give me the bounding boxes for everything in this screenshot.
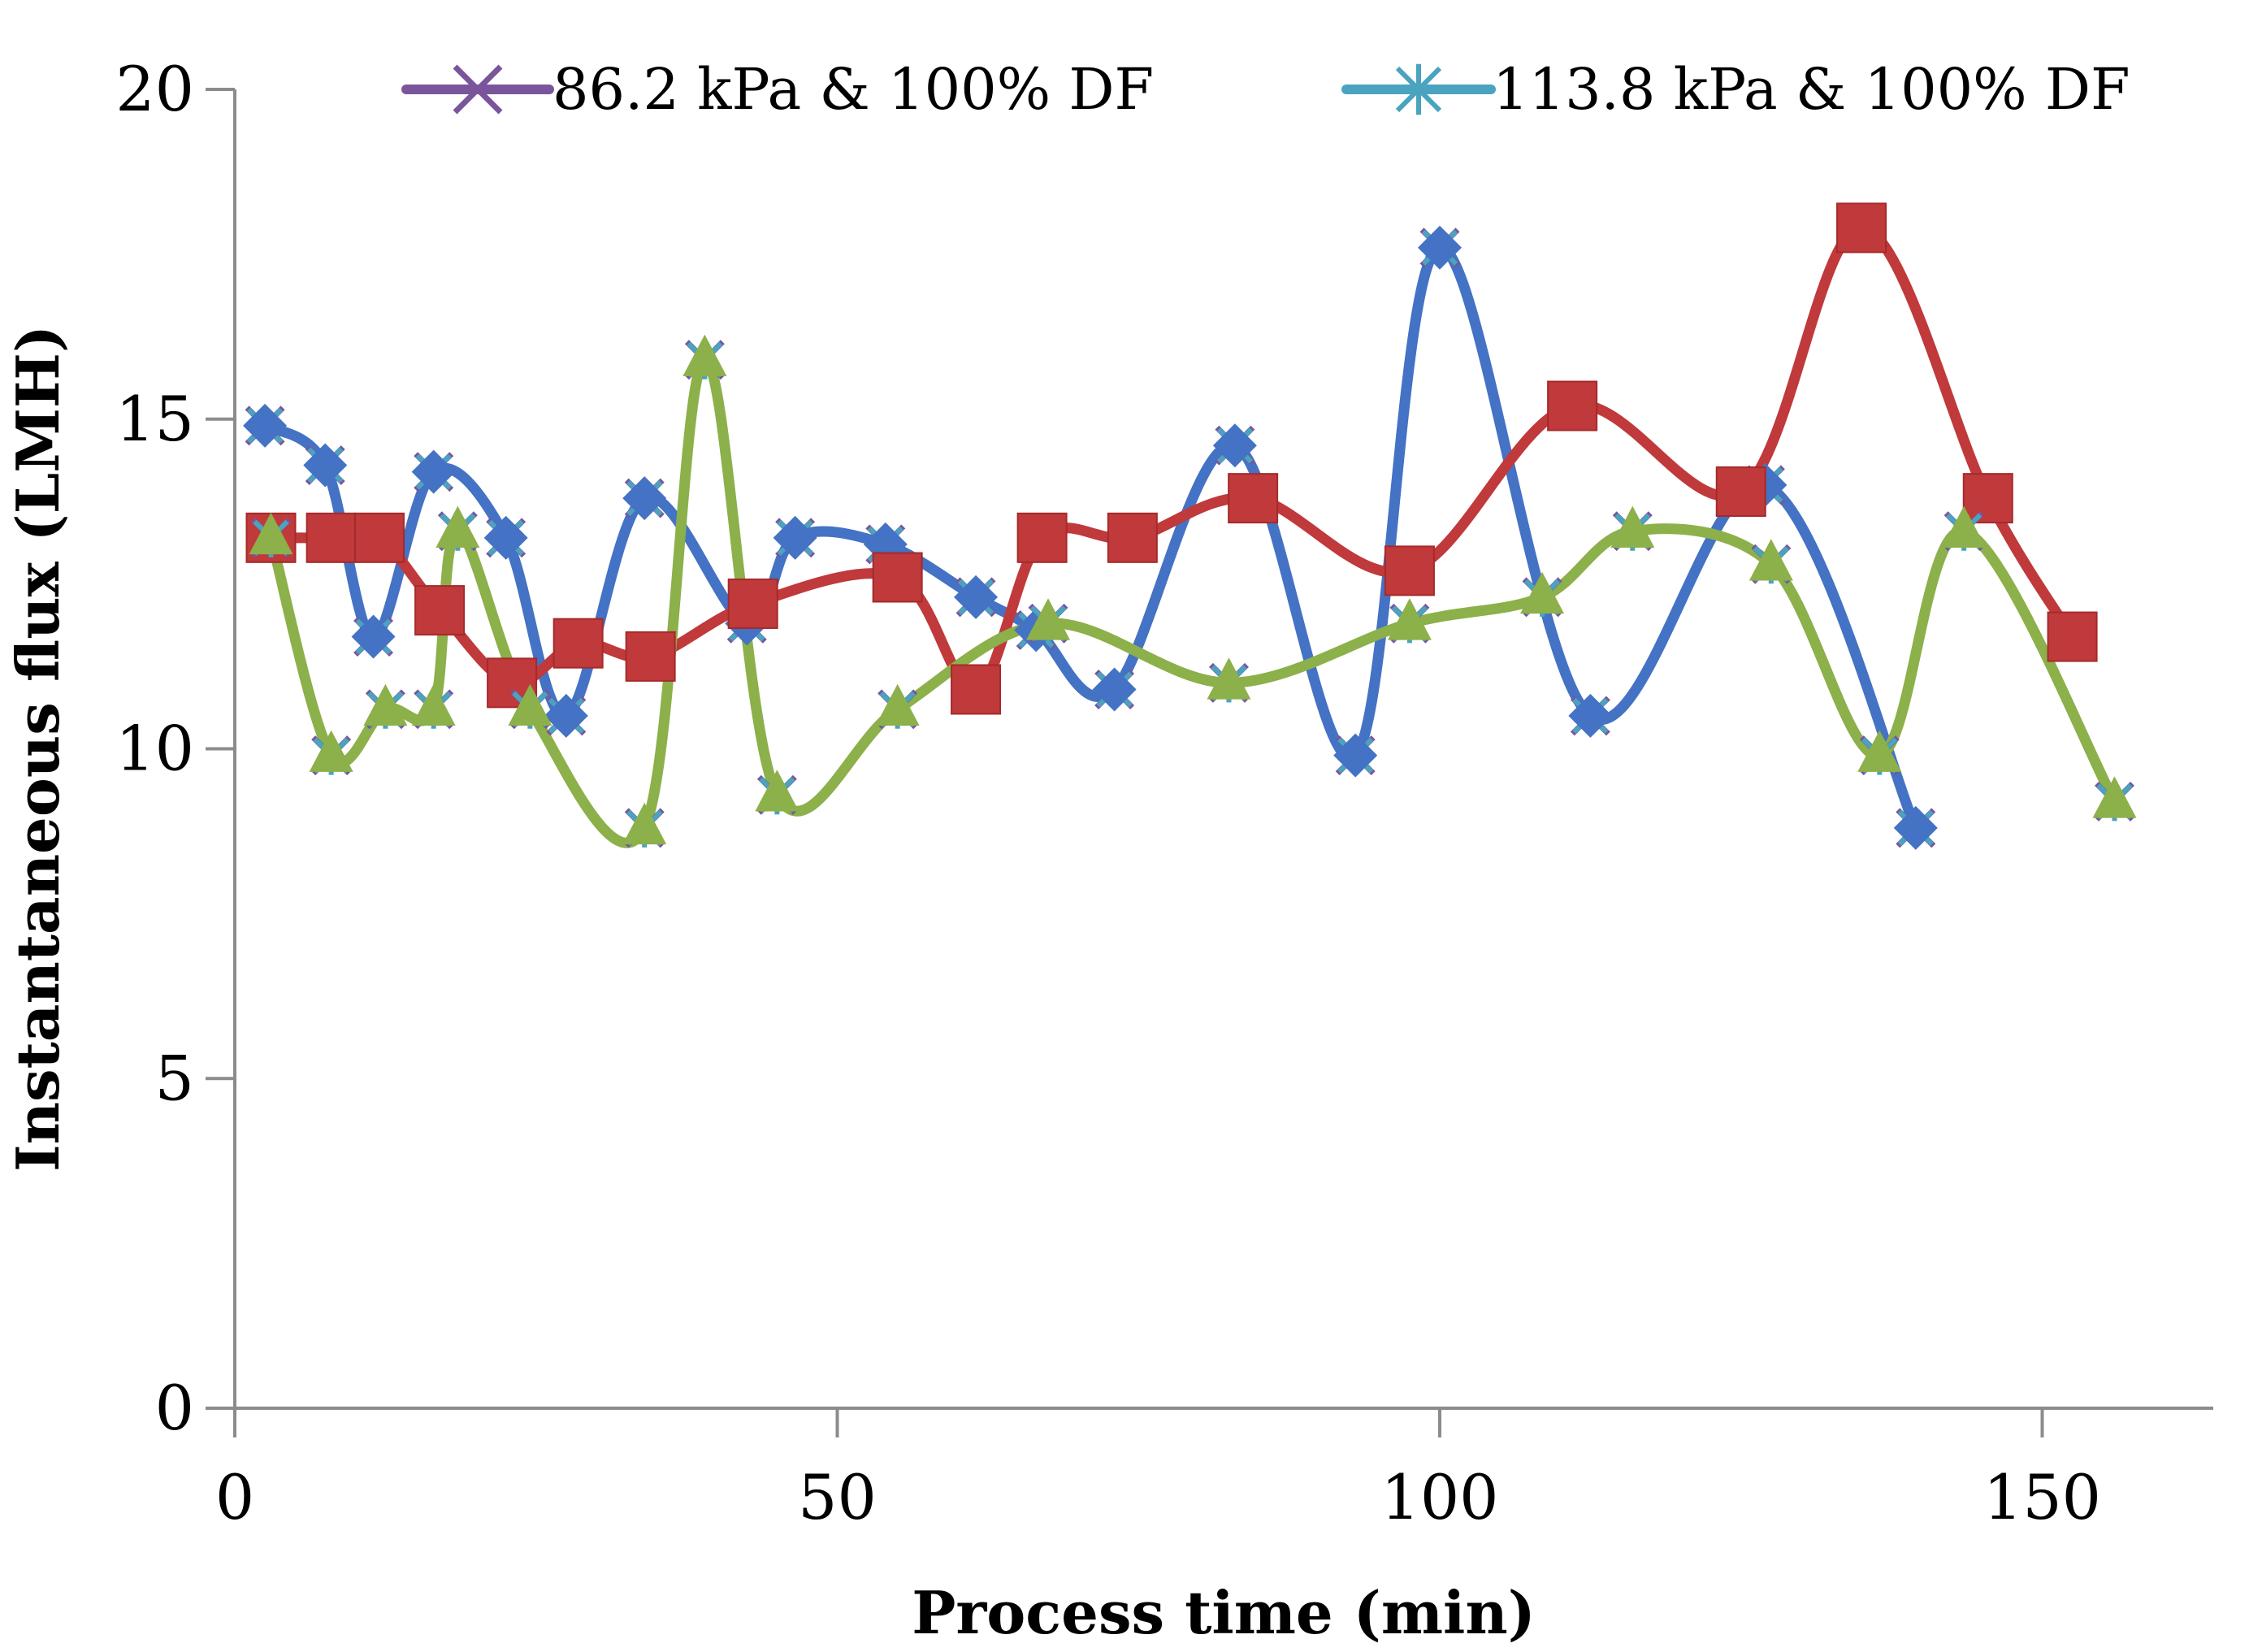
x-tick-label: 0 — [215, 1461, 254, 1533]
series-blue-point — [1568, 693, 1613, 738]
series-green-point — [755, 770, 800, 812]
series-red-point — [353, 512, 405, 563]
series-green-point — [411, 683, 456, 726]
y-tick-label: 15 — [115, 383, 194, 455]
series-green-point — [622, 802, 667, 845]
series-red-point — [1715, 466, 1766, 518]
series-green-point — [1857, 730, 1902, 772]
series-red-point — [2047, 611, 2098, 662]
legend-entry-2: 113.8 kPa & 100% DF — [1341, 56, 2130, 123]
series-green-point — [1610, 505, 1655, 548]
series-blue-point — [351, 614, 396, 659]
series-green-point — [875, 683, 920, 726]
x-ticks: 0 50 100 150 — [215, 1408, 2101, 1533]
legend-x-icon — [453, 64, 503, 115]
series-blue-point — [243, 403, 288, 448]
marker-layer — [243, 202, 2137, 850]
legend-label-2: 113.8 kPa & 100% DF — [1493, 56, 2130, 123]
series-red-point — [872, 552, 923, 603]
series-green-point — [1387, 598, 1432, 640]
series-green-point — [436, 505, 480, 548]
series-blue-point — [1212, 423, 1257, 468]
legend-entry-1: 86.2 kPa & 100% DF — [401, 56, 1154, 123]
series-blue-point — [954, 575, 999, 619]
series-red-point — [1962, 473, 2013, 524]
series-red-point — [625, 631, 676, 682]
series-red-point — [414, 585, 466, 636]
series-red-point — [727, 578, 778, 629]
series-red-point — [1384, 545, 1435, 596]
y-axis-title: Instantaneous flux (LMH) — [3, 325, 72, 1172]
series-blue-point — [483, 515, 528, 560]
x-tick-label: 150 — [1983, 1461, 2101, 1533]
series-green-point — [682, 334, 727, 376]
y-tick-label: 10 — [115, 713, 194, 785]
series-red-point — [306, 512, 357, 563]
x-tick-label: 50 — [798, 1461, 877, 1533]
series-green-point — [1748, 539, 1793, 581]
series-layer — [259, 222, 2120, 848]
x-tick-label: 100 — [1380, 1461, 1498, 1533]
series-green-point — [1207, 657, 1251, 700]
y-tick-label: 5 — [155, 1042, 194, 1114]
legend-star-icon — [1395, 63, 1442, 115]
series-green-point — [1942, 505, 1987, 548]
series-green-point — [2092, 776, 2137, 818]
series-red-point — [1107, 512, 1158, 563]
series-green-point — [1026, 598, 1071, 640]
legend-marker-2 — [1395, 63, 1442, 115]
legend-label-1: 86.2 kPa & 100% DF — [552, 56, 1154, 123]
series-red-point — [1228, 473, 1279, 524]
series-blue-point — [622, 476, 667, 521]
x-axis-title: Process time (min) — [912, 1578, 1536, 1647]
legend-marker-1 — [453, 64, 503, 115]
series-green-point — [1520, 571, 1565, 614]
series-blue-point — [1092, 667, 1137, 712]
axes — [233, 89, 2213, 1410]
series-blue-point — [1418, 225, 1462, 270]
series-red-point — [1836, 202, 1887, 254]
series-blue-point — [303, 443, 348, 488]
series-red-point — [1547, 380, 1598, 431]
series-red-point — [552, 618, 604, 669]
series-blue-point — [1893, 805, 1938, 850]
y-tick-label: 0 — [155, 1372, 194, 1444]
series-blue-point — [1333, 733, 1378, 778]
y-tick-label: 20 — [115, 53, 194, 125]
series-green-point — [508, 683, 552, 726]
series-blue-point — [544, 693, 588, 738]
series-green-point — [309, 730, 353, 772]
legend: 86.2 kPa & 100% DF 113.8 kPa & 100% DF — [401, 56, 2130, 123]
series-red-point — [1016, 512, 1068, 563]
series-blue-point — [773, 515, 817, 560]
series-green-point — [363, 683, 408, 726]
y-ticks: 0 5 10 15 20 — [115, 53, 235, 1444]
series-red-point — [951, 664, 1002, 715]
series-green-point — [249, 512, 293, 555]
series-blue-point — [411, 449, 456, 494]
